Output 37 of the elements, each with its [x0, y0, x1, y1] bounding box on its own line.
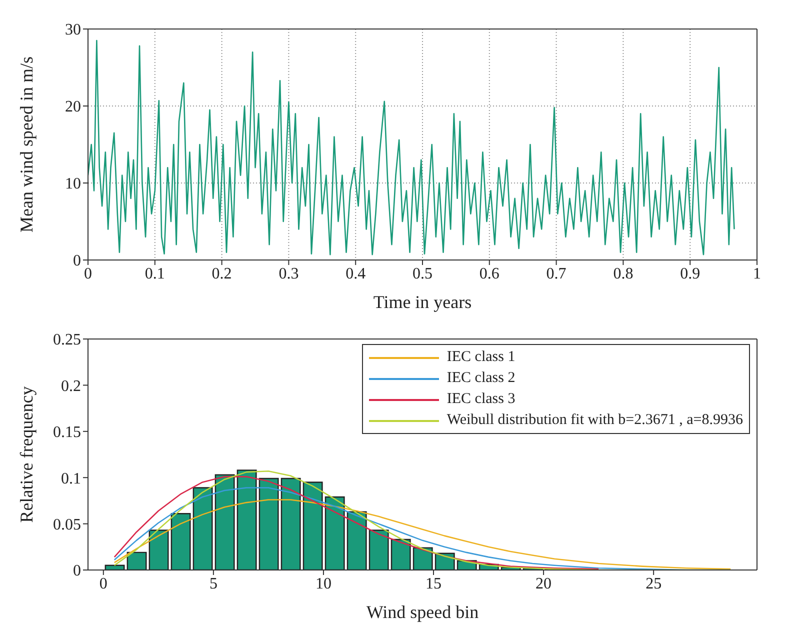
x-tick-label: 20 [536, 575, 552, 592]
x-tick-label: 0.4 [346, 265, 366, 282]
y-tick-label: 20 [65, 98, 81, 116]
x-tick-label: 0.7 [546, 265, 566, 282]
y-tick-label: 30 [65, 22, 81, 39]
x-tick-label: 0.9 [680, 265, 700, 282]
x-tick-label: 0.8 [613, 265, 634, 282]
x-tick-label: 25 [646, 575, 662, 592]
legend-label: IEC class 3 [446, 390, 516, 409]
x-tick-label: 0.3 [278, 265, 299, 282]
x-tick-label: 0.1 [144, 265, 165, 282]
x-tick-label: 0.6 [479, 265, 500, 282]
line-series [88, 40, 735, 256]
x-tick-label: 0 [84, 265, 92, 282]
legend-label: IEC class 1 [446, 348, 516, 367]
x-tick-label: 15 [426, 575, 442, 592]
x-tick-label: 1 [753, 265, 761, 282]
y-tick-label: 0.2 [61, 378, 81, 395]
line-series [114, 476, 600, 570]
y-tick-label: 0.05 [53, 516, 81, 534]
y-axis-title: Relative frequency [16, 386, 36, 523]
x-tick-label: 0.2 [212, 265, 232, 282]
y-tick-label: 0.25 [53, 332, 81, 349]
legend-label: IEC class 2 [446, 369, 516, 388]
x-axis-title: Wind speed bin [366, 602, 479, 622]
x-tick-label: 5 [209, 575, 218, 592]
x-tick-label: 0.5 [412, 265, 432, 282]
y-tick-label: 10 [65, 176, 81, 193]
y-tick-label: 0.1 [61, 470, 81, 488]
y-axis-title: Mean wind speed in m/s [16, 56, 36, 232]
y-tick-label: 0 [73, 252, 81, 270]
y-tick-label: 0.15 [53, 424, 81, 442]
x-tick-label: 10 [315, 575, 332, 592]
x-axis-title: Time in years [373, 292, 472, 312]
x-tick-label: 0 [99, 575, 108, 592]
legend-label: Weibull distribution fit with b=2.3671 , a=8.9936 [446, 411, 743, 430]
y-tick-label: 0 [73, 562, 81, 580]
